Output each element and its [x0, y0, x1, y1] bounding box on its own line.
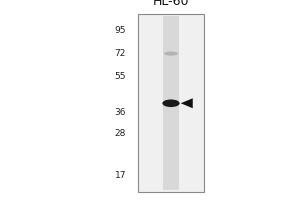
Text: 36: 36 — [115, 108, 126, 117]
Text: HL-60: HL-60 — [153, 0, 189, 8]
Ellipse shape — [164, 52, 178, 56]
Bar — [138, 14, 204, 192]
Text: 55: 55 — [115, 72, 126, 81]
Text: 17: 17 — [115, 171, 126, 180]
Text: 95: 95 — [115, 26, 126, 35]
Text: 28: 28 — [115, 129, 126, 138]
Polygon shape — [181, 98, 193, 108]
Bar — [163, 16, 179, 190]
Text: 72: 72 — [115, 49, 126, 58]
Ellipse shape — [162, 99, 180, 107]
